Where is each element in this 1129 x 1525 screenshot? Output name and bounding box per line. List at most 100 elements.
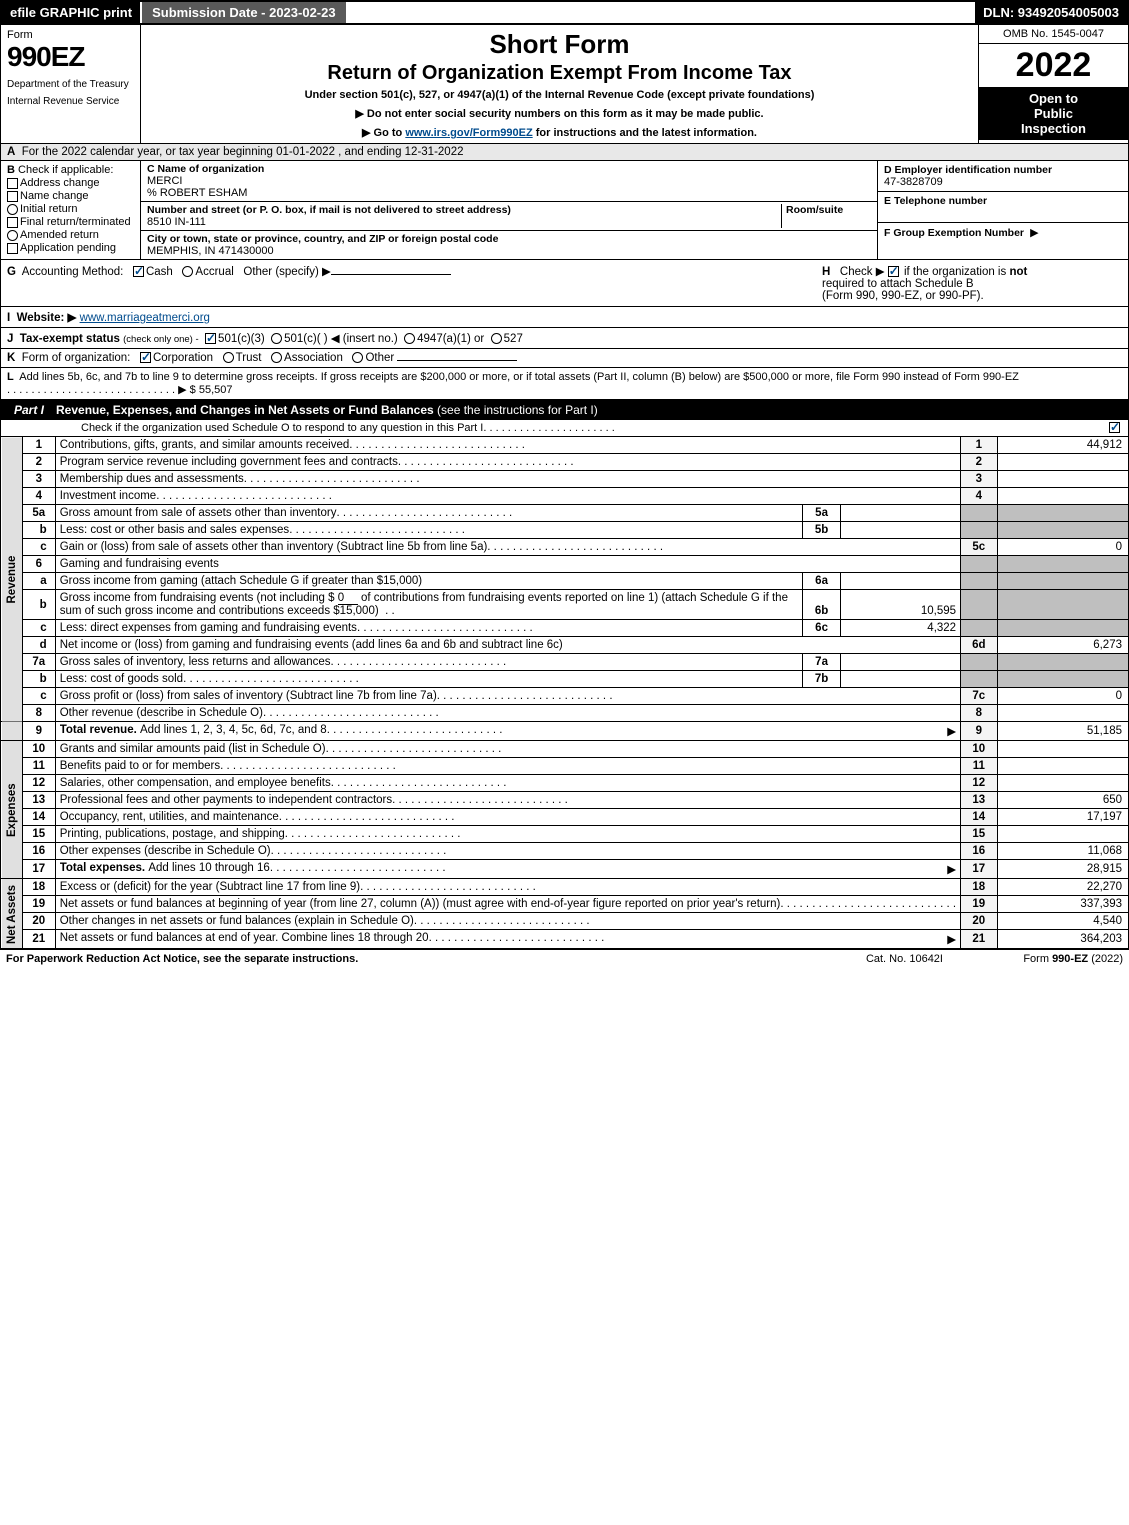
check-schedule-b[interactable] — [888, 266, 899, 277]
check-name-change[interactable]: Name change — [7, 190, 134, 202]
city-state-zip: MEMPHIS, IN 471430000 — [147, 245, 274, 257]
line16-value: 11,068 — [997, 843, 1128, 860]
checkbox-icon — [7, 191, 18, 202]
line6b-value: 10,595 — [841, 590, 961, 620]
line12-value — [997, 775, 1128, 792]
check-association[interactable] — [271, 352, 282, 363]
checkbox-icon — [7, 243, 18, 254]
section-bcdef: B Check if applicable: Address change Na… — [0, 161, 1129, 260]
arrow-icon — [947, 724, 956, 738]
checkbox-icon — [7, 178, 18, 189]
check-527[interactable] — [491, 333, 502, 344]
net-assets-side-label: Net Assets — [1, 879, 23, 949]
tax-year: 2022 — [979, 44, 1128, 87]
other-org-input[interactable] — [397, 360, 517, 361]
org-website-link[interactable]: www.marriageatmerci.org — [80, 312, 210, 324]
revenue-side-label: Revenue — [1, 437, 23, 722]
part-i-header: Part I Revenue, Expenses, and Changes in… — [0, 400, 1129, 420]
note-ssn: ▶ Do not enter social security numbers o… — [149, 107, 970, 120]
line17-value: 28,915 — [997, 860, 1128, 879]
check-4947[interactable] — [404, 333, 415, 344]
line21-value: 364,203 — [997, 930, 1128, 949]
section-k: K Form of organization: Corporation Trus… — [0, 349, 1129, 368]
line3-value — [997, 471, 1128, 488]
line6d-value: 6,273 — [997, 637, 1128, 654]
line6a-value — [841, 573, 961, 590]
subtitle: Under section 501(c), 527, or 4947(a)(1)… — [149, 89, 970, 101]
check-accrual[interactable] — [182, 266, 193, 277]
line8-value — [997, 705, 1128, 722]
line7a-value — [841, 654, 961, 671]
ein: 47-3828709 — [884, 176, 943, 188]
line20-value: 4,540 — [997, 913, 1128, 930]
part-i-schedule-o: Check if the organization used Schedule … — [0, 420, 1129, 437]
dept-treasury: Department of the Treasury — [7, 79, 134, 90]
line19-value: 337,393 — [997, 896, 1128, 913]
line4-value — [997, 488, 1128, 505]
line15-value — [997, 826, 1128, 843]
line6b-contrib-amount: 0 — [338, 592, 358, 605]
line11-value — [997, 758, 1128, 775]
form-header: Form 990EZ Department of the Treasury In… — [0, 25, 1129, 144]
line9-value: 51,185 — [997, 722, 1128, 741]
check-initial-return[interactable]: Initial return — [7, 203, 134, 215]
care-of: % ROBERT ESHAM — [147, 187, 247, 199]
arrow-icon: ▶ — [1030, 227, 1038, 239]
line6c-value: 4,322 — [841, 620, 961, 637]
open-public-inspection: Open to Public Inspection — [979, 87, 1128, 140]
efile-print-label[interactable]: efile GRAPHIC print — [2, 2, 140, 23]
catalog-no: Cat. No. 10642I — [866, 953, 943, 965]
paperwork-notice: For Paperwork Reduction Act Notice, see … — [6, 953, 866, 965]
check-trust[interactable] — [223, 352, 234, 363]
note-website: ▶ Go to www.irs.gov/Form990EZ for instru… — [149, 126, 970, 139]
irs-link[interactable]: www.irs.gov/Form990EZ — [405, 127, 532, 139]
line7b-value — [841, 671, 961, 688]
form-number: 990EZ — [7, 41, 134, 73]
header-left: Form 990EZ Department of the Treasury In… — [1, 25, 141, 143]
section-gh: G Accounting Method: Cash Accrual Other … — [0, 260, 1129, 307]
section-b: B Check if applicable: Address change Na… — [1, 161, 141, 259]
line2-value — [997, 454, 1128, 471]
main-title: Return of Organization Exempt From Incom… — [149, 62, 970, 85]
check-final-return[interactable]: Final return/terminated — [7, 216, 134, 228]
line5a-value — [841, 505, 961, 522]
org-name: MERCI — [147, 175, 182, 187]
line-a: A For the 2022 calendar year, or tax yea… — [0, 144, 1129, 161]
line5b-value — [841, 522, 961, 539]
check-address-change[interactable]: Address change — [7, 177, 134, 189]
section-def: D Employer identification number 47-3828… — [878, 161, 1128, 259]
section-j: J Tax-exempt status (check only one) - 5… — [0, 328, 1129, 349]
check-amended-return[interactable]: Amended return — [7, 229, 134, 241]
page-footer: For Paperwork Reduction Act Notice, see … — [0, 949, 1129, 968]
omb-number: OMB No. 1545-0047 — [979, 25, 1128, 44]
check-schedule-o-part1[interactable] — [1109, 422, 1120, 433]
check-cash[interactable] — [133, 266, 144, 277]
irs-label: Internal Revenue Service — [7, 96, 134, 107]
line14-value: 17,197 — [997, 809, 1128, 826]
header-right: OMB No. 1545-0047 2022 Open to Public In… — [978, 25, 1128, 143]
check-501c3[interactable] — [205, 333, 216, 344]
short-form-title: Short Form — [149, 29, 970, 60]
arrow-icon — [947, 862, 956, 876]
check-corporation[interactable] — [140, 352, 151, 363]
other-method-input[interactable] — [331, 274, 451, 275]
line5c-value: 0 — [997, 539, 1128, 556]
arrow-icon — [947, 932, 956, 946]
check-application-pending[interactable]: Application pending — [7, 242, 134, 254]
radio-icon — [7, 230, 18, 241]
radio-icon — [7, 204, 18, 215]
header-center: Short Form Return of Organization Exempt… — [141, 25, 978, 143]
top-bar: efile GRAPHIC print Submission Date - 20… — [0, 0, 1129, 25]
checkbox-icon — [7, 217, 18, 228]
line10-value — [997, 741, 1128, 758]
gross-receipts-amount: ▶ $ 55,507 — [178, 384, 232, 396]
submission-date-label: Submission Date - 2023-02-23 — [140, 2, 346, 23]
part-i-table: Revenue 1 Contributions, gifts, grants, … — [0, 437, 1129, 949]
dln-label: DLN: 93492054005003 — [975, 2, 1127, 23]
check-other-org[interactable] — [352, 352, 363, 363]
line7c-value: 0 — [997, 688, 1128, 705]
check-501c[interactable] — [271, 333, 282, 344]
line18-value: 22,270 — [997, 879, 1128, 896]
line1-value: 44,912 — [997, 437, 1128, 454]
line13-value: 650 — [997, 792, 1128, 809]
